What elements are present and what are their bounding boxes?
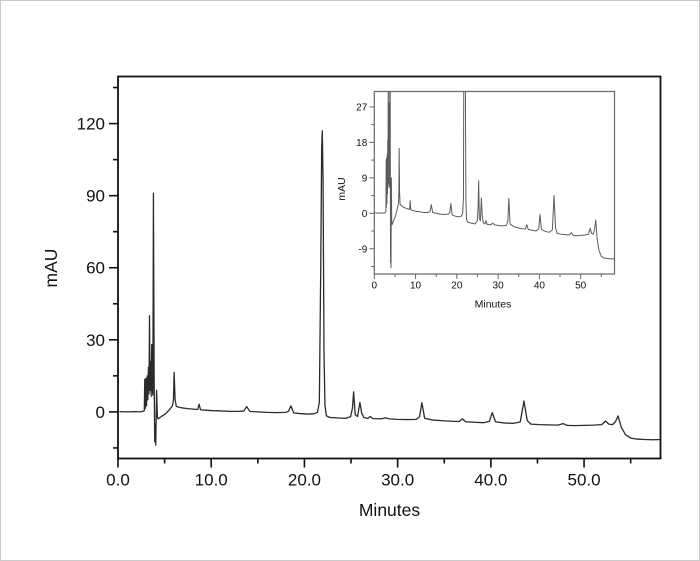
main-y-tick-label: 30	[86, 331, 105, 350]
main-x-tick-label: 30.0	[381, 471, 414, 490]
inset-axes-group: 0 10 20 30 40 50 -9 0 9 18 27	[356, 90, 616, 292]
main-x-tick-label: 50.0	[568, 471, 601, 490]
inset-y-tick-label: -9	[358, 244, 367, 255]
inset-y-tick-label: 0	[362, 209, 368, 220]
inset-trace-group	[374, 91, 615, 269]
main-trace-group	[119, 130, 661, 446]
chromatogram-trace-inset	[374, 91, 615, 269]
inset-y-tick-label: 27	[356, 102, 368, 113]
inset-background	[374, 91, 615, 274]
main-y-axis-title: mAU	[41, 249, 61, 288]
main-y-tick-label: 90	[86, 187, 105, 206]
chromatogram-trace-main	[119, 130, 661, 446]
inset-y-tick-label: 18	[356, 138, 368, 149]
inset-background-group	[374, 91, 615, 274]
inset-y-tick-label: 9	[362, 173, 368, 184]
main-x-axis-title: Minutes	[359, 500, 421, 520]
main-y-tick-label: 120	[77, 115, 105, 134]
main-x-tick-label: 40.0	[474, 471, 507, 490]
main-x-tick-label: 20.0	[288, 471, 321, 490]
main-y-tick-label: 0	[96, 403, 105, 422]
inset-plot-frame	[373, 90, 616, 275]
inset-y-axis-title: mAU	[336, 177, 348, 200]
inset-x-tick-label: 0	[372, 281, 378, 292]
inset-x-tick-label: 10	[410, 281, 422, 292]
inset-x-tick-label: 20	[451, 281, 463, 292]
main-x-tick-label: 0.0	[106, 471, 130, 490]
inset-x-axis-title: Minutes	[475, 299, 512, 311]
main-x-tick-label: 10.0	[195, 471, 228, 490]
inset-x-tick-label: 40	[534, 281, 546, 292]
inset-x-tick-label: 50	[575, 281, 587, 292]
main-y-tick-label: 60	[86, 259, 105, 278]
inset-x-tick-label: 30	[493, 281, 505, 292]
